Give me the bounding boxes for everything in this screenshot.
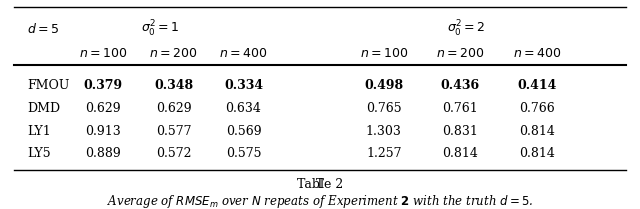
Text: 0.414: 0.414 — [517, 79, 556, 92]
Text: 0.766: 0.766 — [519, 102, 554, 115]
Text: $\sigma_0^2=2$: $\sigma_0^2=2$ — [447, 19, 486, 40]
Text: $d=5$: $d=5$ — [27, 22, 59, 36]
Text: 0.436: 0.436 — [440, 79, 480, 92]
Text: $n=400$: $n=400$ — [513, 47, 561, 60]
Text: $n=100$: $n=100$ — [360, 47, 408, 60]
Text: 0.913: 0.913 — [86, 125, 121, 138]
Text: 0.814: 0.814 — [518, 147, 555, 160]
Text: 0.634: 0.634 — [225, 102, 262, 115]
Text: 1.257: 1.257 — [366, 147, 401, 160]
Text: 0.379: 0.379 — [84, 79, 123, 92]
Text: FMOU: FMOU — [27, 79, 69, 92]
Text: 0.498: 0.498 — [364, 79, 403, 92]
Text: Average of $RMSE_m$ over $N$ repeats of Experiment $\mathbf{2}$ with the truth $: Average of $RMSE_m$ over $N$ repeats of … — [107, 193, 533, 209]
Text: 0.348: 0.348 — [154, 79, 193, 92]
Text: $n=200$: $n=200$ — [436, 47, 484, 60]
Text: 0.572: 0.572 — [156, 147, 191, 160]
Text: 0.629: 0.629 — [86, 102, 121, 115]
Text: 1.303: 1.303 — [366, 125, 402, 138]
Text: $n=400$: $n=400$ — [220, 47, 268, 60]
Text: LY1: LY1 — [27, 125, 51, 138]
Text: 0.889: 0.889 — [86, 147, 121, 160]
Text: 0.761: 0.761 — [442, 102, 478, 115]
Text: DMD: DMD — [27, 102, 60, 115]
Text: 0.575: 0.575 — [226, 147, 261, 160]
Text: 0.569: 0.569 — [226, 125, 261, 138]
Text: 0.577: 0.577 — [156, 125, 191, 138]
Text: $\sigma_0^2=1$: $\sigma_0^2=1$ — [141, 19, 180, 40]
Text: LY5: LY5 — [27, 147, 51, 160]
Text: 0.814: 0.814 — [518, 125, 555, 138]
Text: $n=200$: $n=200$ — [149, 47, 198, 60]
Text: 0.814: 0.814 — [442, 147, 478, 160]
Text: T: T — [316, 178, 324, 191]
Text: 0.334: 0.334 — [224, 79, 263, 92]
Text: Table 2: Table 2 — [297, 178, 343, 191]
Text: 0.765: 0.765 — [366, 102, 401, 115]
Text: 0.831: 0.831 — [442, 125, 478, 138]
Text: $n=100$: $n=100$ — [79, 47, 127, 60]
Text: 0.629: 0.629 — [156, 102, 191, 115]
